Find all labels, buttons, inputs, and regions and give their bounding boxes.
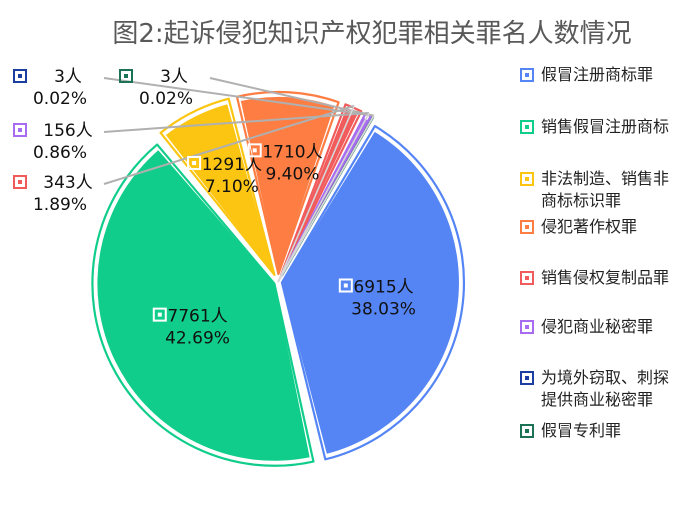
data-label-7: 3人0.02% xyxy=(13,67,87,109)
label-percent: 7.10% xyxy=(205,177,259,197)
label-marker-dot xyxy=(192,160,197,165)
legend-marker xyxy=(520,68,534,82)
label-percent: 0.02% xyxy=(33,89,87,109)
label-percent: 0.86% xyxy=(33,143,87,163)
slice-fill xyxy=(240,97,335,275)
label-marker xyxy=(152,307,167,322)
slice-fill xyxy=(165,104,275,275)
label-percent: 38.03% xyxy=(351,300,416,320)
legend-marker-dot xyxy=(525,225,529,229)
legend-label: 假冒专利罪 xyxy=(541,421,621,440)
legend-label: 侵犯商业秘密罪 xyxy=(541,317,653,336)
legend-item-8: 假冒专利罪 xyxy=(520,421,621,440)
legend-marker xyxy=(520,320,534,334)
slice-fill xyxy=(281,109,358,275)
legend-marker xyxy=(520,371,534,385)
legend-item-6: 侵犯商业秘密罪 xyxy=(520,317,653,336)
label-marker xyxy=(13,69,27,83)
label-count: 3人 xyxy=(54,67,82,87)
legend-marker xyxy=(520,172,534,186)
slice-fill xyxy=(281,131,459,454)
label-marker xyxy=(13,123,27,137)
legend-marker-dot xyxy=(525,73,529,77)
label-marker-dot xyxy=(157,312,162,317)
legend-marker-dot xyxy=(525,276,529,280)
legend-marker xyxy=(520,424,534,438)
legend-marker-dot xyxy=(525,429,529,433)
label-count: 3人 xyxy=(160,67,188,87)
leader-line xyxy=(103,112,370,133)
label-count: 1291人 xyxy=(202,155,262,175)
label-count: 156人 xyxy=(43,121,92,141)
legend-marker-dot xyxy=(525,376,529,380)
label-percent: 1.89% xyxy=(33,195,87,215)
legend-marker xyxy=(520,220,534,234)
label-percent: 42.69% xyxy=(165,329,230,349)
leader-line-inner xyxy=(277,105,355,283)
label-count: 7761人 xyxy=(167,307,227,327)
label-marker-dot xyxy=(18,128,22,132)
pie-slice-1 xyxy=(280,125,466,461)
label-marker xyxy=(247,143,262,158)
leader-line-inner xyxy=(277,115,375,283)
legend-marker-dot xyxy=(525,177,529,181)
label-marker-dot xyxy=(18,180,22,184)
legend-item-4: 侵犯著作权罪 xyxy=(520,217,637,236)
legend-label: 销售假冒注册商标 xyxy=(541,117,669,136)
legend-marker xyxy=(520,271,534,285)
leader-line xyxy=(103,104,355,185)
leader-line xyxy=(103,77,374,117)
chart-title: 图2:起诉侵犯知识产权犯罪相关罪名人数情况 xyxy=(112,19,631,49)
slice-fill xyxy=(97,150,310,461)
label-marker-dot xyxy=(18,74,22,78)
label-marker-dot xyxy=(343,283,348,288)
label-count: 1710人 xyxy=(262,142,322,162)
legend-label: 侵犯著作权罪 xyxy=(541,217,637,236)
legend-label: 商标标识罪 xyxy=(541,191,621,210)
legend: 假冒注册商标罪销售假冒注册商标非法制造、销售非商标标识罪侵犯著作权罪销售侵权复制… xyxy=(520,65,669,440)
label-percent: 0.02% xyxy=(139,89,193,109)
legend-label: 非法制造、销售非 xyxy=(541,169,669,188)
pie-slice-3 xyxy=(159,97,276,276)
legend-label: 销售侵权复制品罪 xyxy=(541,268,669,287)
legend-label: 假冒注册商标罪 xyxy=(541,65,653,84)
legend-item-2: 销售假冒注册商标 xyxy=(520,117,669,136)
label-percent: 9.40% xyxy=(265,164,319,184)
legend-item-5: 销售侵权复制品罪 xyxy=(520,268,669,287)
data-label-8: 3人0.02% xyxy=(119,67,193,109)
label-marker xyxy=(13,175,27,189)
legend-item-1: 假冒注册商标罪 xyxy=(520,65,653,84)
label-count: 6915人 xyxy=(353,278,413,298)
legend-marker xyxy=(520,120,534,134)
label-marker xyxy=(338,278,353,293)
legend-label: 提供商业秘密罪 xyxy=(541,390,653,409)
pie-slice-2 xyxy=(91,143,315,467)
label-marker-dot xyxy=(252,148,257,153)
legend-marker-dot xyxy=(525,325,529,329)
legend-marker-dot xyxy=(525,125,529,129)
leader-line-inner xyxy=(277,112,370,283)
label-marker xyxy=(187,155,202,170)
label-marker xyxy=(119,69,133,83)
leader-line xyxy=(209,77,375,117)
label-marker-dot xyxy=(124,74,128,78)
leader-lines xyxy=(103,77,375,283)
label-count: 343人 xyxy=(43,173,92,193)
legend-label: 为境外窃取、刺探 xyxy=(541,368,669,387)
